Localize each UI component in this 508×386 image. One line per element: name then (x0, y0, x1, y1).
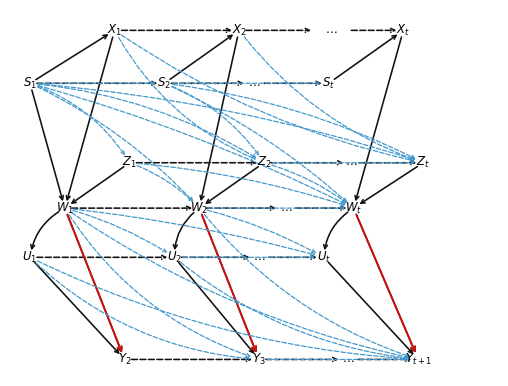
FancyArrowPatch shape (72, 167, 124, 203)
FancyArrowPatch shape (172, 86, 259, 155)
FancyArrowPatch shape (202, 215, 256, 351)
FancyArrowPatch shape (296, 206, 345, 210)
FancyArrowPatch shape (269, 256, 315, 259)
Text: $W_1$: $W_1$ (56, 201, 74, 216)
Text: $S_t$: $S_t$ (322, 76, 335, 91)
FancyArrowPatch shape (137, 161, 255, 165)
Text: $Y_3$: $Y_3$ (252, 352, 266, 367)
FancyArrowPatch shape (173, 81, 319, 85)
Text: $\cdots$: $\cdots$ (253, 251, 265, 264)
FancyArrowPatch shape (138, 163, 344, 206)
Text: $Y_{t+1}$: $Y_{t+1}$ (405, 352, 432, 367)
FancyArrowPatch shape (36, 35, 107, 80)
FancyArrowPatch shape (206, 167, 258, 203)
FancyArrowPatch shape (31, 212, 59, 249)
FancyArrowPatch shape (181, 262, 408, 360)
FancyArrowPatch shape (121, 35, 414, 162)
Text: $\cdots$: $\cdots$ (342, 353, 355, 366)
FancyArrowPatch shape (68, 215, 122, 351)
FancyArrowPatch shape (200, 37, 238, 200)
FancyArrowPatch shape (170, 36, 232, 79)
Text: $U_1$: $U_1$ (22, 250, 38, 265)
FancyArrowPatch shape (137, 166, 193, 201)
FancyArrowPatch shape (328, 262, 412, 353)
FancyArrowPatch shape (207, 210, 315, 252)
FancyArrowPatch shape (173, 213, 194, 249)
Text: $W_2$: $W_2$ (190, 201, 208, 216)
FancyArrowPatch shape (173, 84, 415, 158)
Text: $Y_2$: $Y_2$ (118, 352, 132, 367)
FancyArrowPatch shape (358, 357, 409, 361)
FancyArrowPatch shape (202, 215, 256, 351)
FancyArrowPatch shape (172, 87, 346, 201)
Text: $S_1$: $S_1$ (23, 76, 37, 91)
Text: $\cdots$: $\cdots$ (325, 24, 337, 37)
FancyArrowPatch shape (37, 81, 155, 85)
FancyArrowPatch shape (272, 161, 414, 164)
FancyArrowPatch shape (67, 37, 113, 200)
FancyArrowPatch shape (352, 29, 395, 32)
FancyArrowPatch shape (38, 86, 345, 204)
FancyArrowPatch shape (73, 209, 314, 256)
Text: $X_t$: $X_t$ (396, 23, 410, 38)
FancyArrowPatch shape (38, 81, 154, 85)
FancyArrowPatch shape (38, 84, 256, 157)
FancyArrowPatch shape (267, 358, 408, 361)
FancyArrowPatch shape (72, 206, 190, 210)
FancyArrowPatch shape (324, 212, 348, 249)
FancyArrowPatch shape (361, 166, 418, 203)
Text: $\cdots$: $\cdots$ (345, 156, 357, 169)
FancyArrowPatch shape (35, 262, 119, 353)
FancyArrowPatch shape (356, 215, 415, 351)
FancyArrowPatch shape (246, 29, 309, 32)
FancyArrowPatch shape (68, 215, 121, 351)
FancyArrowPatch shape (37, 256, 166, 259)
FancyArrowPatch shape (183, 256, 314, 259)
Text: $\cdots$: $\cdots$ (248, 77, 260, 90)
Text: $S_2$: $S_2$ (157, 76, 171, 91)
FancyArrowPatch shape (181, 256, 248, 259)
Text: $X_2$: $X_2$ (232, 23, 246, 38)
FancyArrowPatch shape (121, 29, 230, 32)
FancyArrowPatch shape (356, 215, 415, 351)
FancyArrowPatch shape (38, 84, 414, 160)
Text: $X_1$: $X_1$ (107, 23, 122, 38)
Text: $Z_t$: $Z_t$ (417, 155, 430, 170)
FancyArrowPatch shape (73, 210, 166, 252)
Text: $Z_2$: $Z_2$ (257, 155, 271, 170)
FancyArrowPatch shape (264, 81, 320, 85)
FancyArrowPatch shape (38, 261, 408, 360)
FancyArrowPatch shape (205, 215, 409, 357)
FancyArrowPatch shape (38, 86, 124, 154)
FancyArrowPatch shape (38, 87, 193, 201)
Text: $U_2$: $U_2$ (167, 250, 182, 265)
Text: $\cdots$: $\cdots$ (280, 201, 293, 215)
FancyArrowPatch shape (72, 213, 409, 358)
FancyArrowPatch shape (36, 263, 249, 360)
FancyArrowPatch shape (179, 262, 253, 353)
Text: $U_t$: $U_t$ (316, 250, 331, 265)
FancyArrowPatch shape (208, 207, 344, 210)
FancyArrowPatch shape (355, 37, 401, 200)
FancyArrowPatch shape (132, 357, 250, 361)
FancyArrowPatch shape (272, 165, 346, 202)
FancyArrowPatch shape (32, 90, 64, 200)
FancyArrowPatch shape (266, 357, 337, 361)
FancyArrowPatch shape (271, 161, 341, 165)
Text: $W_t$: $W_t$ (345, 201, 362, 216)
Text: $Z_1$: $Z_1$ (122, 155, 137, 170)
FancyArrowPatch shape (171, 81, 242, 85)
FancyArrowPatch shape (359, 161, 415, 165)
FancyArrowPatch shape (206, 206, 274, 210)
FancyArrowPatch shape (244, 37, 414, 160)
FancyArrowPatch shape (119, 37, 255, 159)
FancyArrowPatch shape (69, 215, 250, 357)
FancyArrowPatch shape (334, 36, 396, 79)
